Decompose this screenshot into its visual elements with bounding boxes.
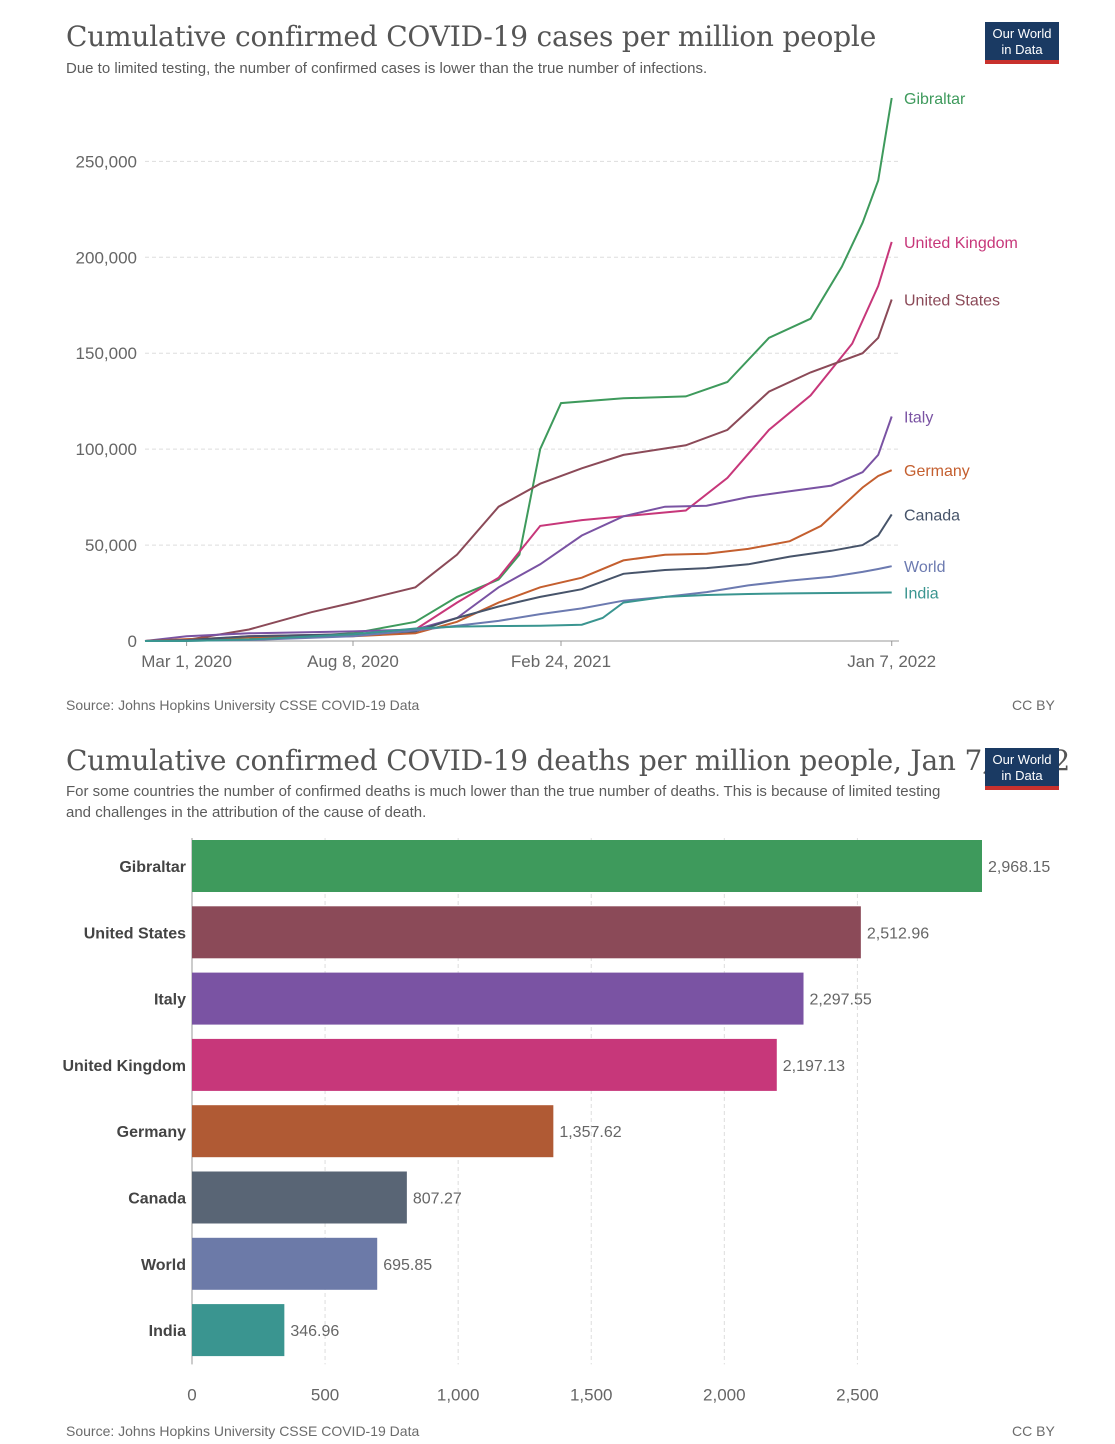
- owid-logo-2[interactable]: Our World in Data: [985, 748, 1059, 790]
- logo-line-2: in Data: [1001, 42, 1043, 57]
- bar-germany: [192, 1105, 554, 1158]
- bar-category-label: Canada: [128, 1191, 186, 1208]
- bar-category-label: United Kingdom: [62, 1058, 186, 1075]
- line-chart-title: Cumulative confirmed COVID-19 cases per …: [66, 20, 877, 53]
- bar-category-label: Italy: [154, 992, 186, 1009]
- bar-category-label: Germany: [117, 1124, 186, 1141]
- series-label: United States: [904, 292, 1000, 309]
- x-tick-label: 500: [311, 1385, 339, 1404]
- bar-united-states: [192, 906, 861, 959]
- series-line-india: [145, 591, 892, 642]
- x-tick-label: 1,500: [570, 1385, 613, 1404]
- bar-chart-license[interactable]: CC BY: [1012, 1423, 1055, 1439]
- series-label: Canada: [904, 507, 960, 524]
- line-chart[interactable]: 0 50,000 100,000 150,000 200,000 250,000 Mar 1…: [0, 80, 1115, 680]
- x-tick-label: Feb 24, 2021: [511, 652, 611, 671]
- x-tick-label: Mar 1, 2020: [141, 652, 232, 671]
- series-line-united-states: [144, 299, 893, 642]
- line-chart-source: Source: Johns Hopkins University CSSE CO…: [66, 697, 420, 713]
- x-tick-label: 1,000: [437, 1385, 480, 1404]
- x-tick-label: 2,000: [703, 1385, 746, 1404]
- bar-united-kingdom: [192, 1038, 777, 1091]
- bar-chart-title: Cumulative confirmed COVID-19 deaths per…: [66, 744, 1070, 777]
- logo-line-2: in Data: [1001, 768, 1043, 783]
- y-tick-label: 200,000: [76, 248, 137, 267]
- y-tick-label: 150,000: [76, 344, 137, 363]
- owid-logo[interactable]: Our World in Data: [985, 22, 1059, 64]
- series-label: World: [904, 559, 946, 576]
- bar-value-label: 1,357.62: [559, 1124, 621, 1141]
- bar-chart-source: Source: Johns Hopkins University CSSE CO…: [66, 1423, 420, 1439]
- logo-line-1: Our World: [992, 752, 1052, 767]
- bar-gibraltar: [192, 840, 982, 892]
- x-tick-label: Aug 8, 2020: [307, 652, 399, 671]
- bar-category-label: World: [141, 1257, 186, 1274]
- series-line-italy: [144, 416, 893, 642]
- series-line-world: [144, 565, 892, 642]
- bar-chart-subtitle: For some countries the number of confirm…: [66, 783, 941, 821]
- bar-italy: [192, 972, 804, 1025]
- bar-canada: [192, 1171, 407, 1224]
- bar-value-label: 2,197.13: [783, 1058, 845, 1075]
- line-chart-subtitle: Due to limited testing, the number of co…: [66, 60, 708, 77]
- bar-value-label: 695.85: [383, 1257, 432, 1274]
- series-line-canada: [144, 513, 893, 642]
- y-tick-label: 250,000: [76, 152, 137, 171]
- bar-india: [192, 1304, 285, 1357]
- series-label: United Kingdom: [904, 235, 1018, 252]
- bar-value-label: 2,512.96: [867, 925, 929, 942]
- line-chart-license[interactable]: CC BY: [1012, 697, 1055, 713]
- series-line-gibraltar: [144, 97, 893, 642]
- x-tick-label: 2,500: [836, 1385, 879, 1404]
- bar-value-label: 2,297.55: [810, 992, 872, 1009]
- bar-value-label: 2,968.15: [988, 859, 1050, 876]
- series-label: India: [904, 585, 939, 602]
- logo-line-1: Our World: [992, 26, 1052, 41]
- series-label: Gibraltar: [904, 91, 966, 108]
- bar-value-label: 346.96: [290, 1323, 339, 1340]
- x-tick-label: Jan 7, 2022: [847, 652, 936, 671]
- series-label: Germany: [904, 463, 970, 480]
- series-label: Italy: [904, 410, 933, 427]
- y-tick-label: 0: [128, 632, 137, 651]
- bar-chart[interactable]: 0 500 1,000 1,500 2,000 2,500 Gibraltar 2,968.1…: [0, 830, 1115, 1405]
- y-tick-label: 100,000: [76, 440, 137, 459]
- bar-category-label: India: [149, 1323, 186, 1340]
- y-tick-label: 50,000: [85, 536, 137, 555]
- x-tick-label: 0: [187, 1385, 196, 1404]
- bar-category-label: United States: [84, 925, 186, 942]
- bar-world: [192, 1237, 378, 1290]
- bar-category-label: Gibraltar: [119, 859, 186, 876]
- bar-value-label: 807.27: [413, 1191, 462, 1208]
